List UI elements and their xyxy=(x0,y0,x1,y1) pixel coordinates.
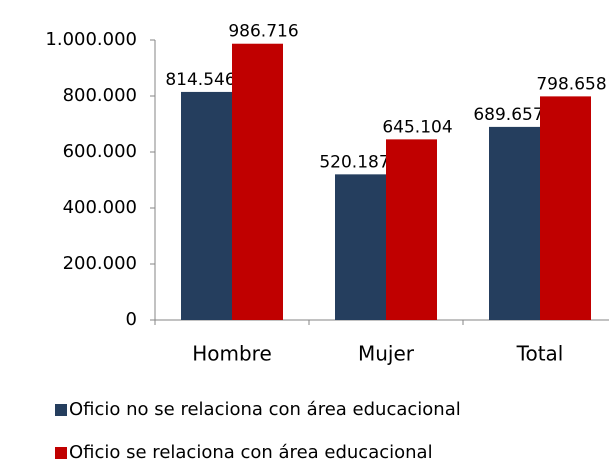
bar xyxy=(232,43,283,321)
bar xyxy=(335,174,386,320)
y-tick-label: 400.000 xyxy=(63,197,137,218)
data-label: 798.658 xyxy=(536,74,606,94)
y-tick-label: 0 xyxy=(126,309,137,330)
data-label: 645.104 xyxy=(382,117,452,137)
x-tick-label: Mujer xyxy=(358,342,415,366)
legend-swatch xyxy=(55,447,67,459)
y-tick-label: 200.000 xyxy=(63,253,137,274)
bar xyxy=(386,139,437,320)
data-label: 689.657 xyxy=(473,105,543,125)
legend-swatch xyxy=(55,404,67,416)
data-label: 520.187 xyxy=(319,152,389,172)
y-tick-label: 600.000 xyxy=(63,141,137,162)
data-label: 986.716 xyxy=(228,22,298,42)
y-tick-label: 1.000.000 xyxy=(45,29,137,50)
bar xyxy=(540,96,591,320)
y-tick-label: 800.000 xyxy=(63,85,137,106)
legend-text: Oficio no se relaciona con área educacio… xyxy=(69,399,461,420)
data-label: 814.546 xyxy=(165,70,235,90)
x-tick-label: Hombre xyxy=(192,342,272,366)
bar xyxy=(489,126,540,320)
legend-text: Oficio se relaciona con área educacional xyxy=(69,442,433,463)
x-tick-label: Total xyxy=(516,342,564,366)
bar xyxy=(181,91,232,320)
